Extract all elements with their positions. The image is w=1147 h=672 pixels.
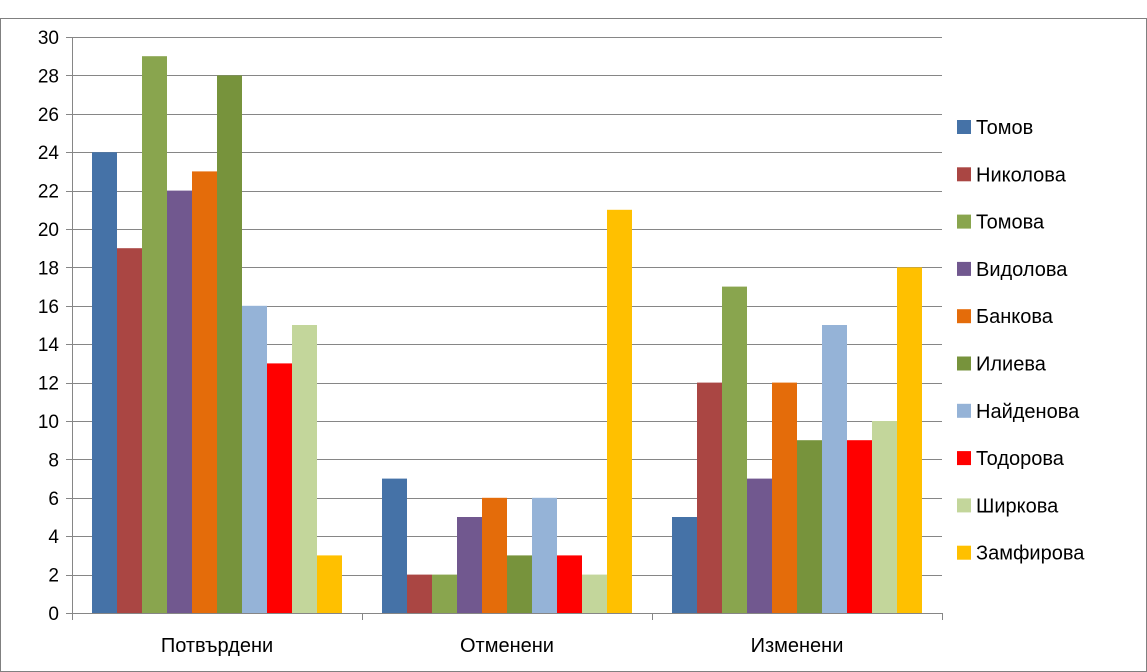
legend-label: Тодорова [976,448,1065,470]
y-tick-label: 12 [38,374,59,395]
legend-item: Тодорова [957,448,1065,470]
legend-label: Томов [976,117,1033,139]
axes [66,37,943,620]
bar [607,209,632,614]
legend-item: Банкова [957,306,1054,328]
bar [407,574,432,613]
bar [847,440,872,613]
y-tick-label: 14 [38,335,60,356]
legend-swatch [957,261,971,276]
bar [382,478,407,613]
legend-label: Ширкова [976,495,1059,517]
legend-swatch [957,403,971,418]
x-tick-label: Потвърдени [161,635,273,657]
legend-swatch [957,214,971,229]
y-tick-label: 4 [48,527,59,548]
bar [722,286,747,613]
y-tick-label: 30 [38,28,59,49]
bar [167,190,192,613]
bar [797,440,822,613]
bar [432,574,457,613]
bar [557,555,582,613]
bar [507,555,532,613]
legend-swatch [957,498,971,513]
legend-label: Банкова [976,306,1054,328]
bar [92,152,117,613]
x-axis-tick-labels: Потвърдени Отменени Изменени [161,635,844,657]
bar [217,75,242,613]
bar [242,305,267,613]
bar [142,56,167,613]
y-tick-label: 20 [38,220,59,241]
legend-swatch [957,167,971,182]
bar [482,497,507,613]
bar [582,574,607,613]
bar [292,325,317,613]
legend-swatch [957,451,971,466]
y-tick-label: 22 [38,182,59,203]
legend-item: Томов [957,117,1033,139]
legend-label: Томова [976,212,1045,234]
y-tick-label: 18 [38,258,59,279]
legend-label: Замфирова [976,543,1085,565]
legend-item: Видолова [957,259,1068,281]
legend-item: Найденова [957,401,1080,423]
bar [192,171,217,613]
legend-item: Илиева [957,354,1047,376]
legend-label: Видолова [976,259,1068,281]
bar [697,382,722,613]
bar [822,325,847,613]
bars [92,56,922,614]
legend-swatch [957,120,971,134]
bar [872,421,897,613]
y-tick-label: 24 [38,143,60,164]
legend-item: Замфирова [957,543,1085,565]
y-tick-label: 6 [48,489,59,510]
legend: Томов Николова Томова Видолова Банкова Илиева… [957,117,1085,565]
y-tick-label: 16 [38,297,59,318]
y-tick-label: 26 [38,105,59,126]
legend-swatch [957,545,971,560]
bar [317,555,342,613]
legend-label: Илиева [976,354,1047,376]
bar [747,478,772,613]
legend-label: Николова [976,164,1067,186]
bar [267,363,292,613]
y-tick-label: 8 [48,450,59,471]
y-tick-label: 2 [48,566,59,587]
legend-item: Николова [957,164,1067,186]
x-tick-label: Изменени [751,635,844,657]
bar [532,497,557,613]
bar [897,267,922,613]
legend-item: Ширкова [957,495,1059,517]
y-tick-label: 28 [38,66,59,87]
legend-swatch [957,356,971,371]
y-tick-label: 0 [48,604,59,625]
legend-swatch [957,309,971,324]
legend-item: Томова [957,212,1045,234]
y-tick-label: 10 [38,412,59,433]
bar [117,248,142,613]
bar [457,517,482,613]
bar [672,517,697,613]
x-tick-label: Отменени [460,635,554,657]
legend-label: Найденова [976,401,1080,423]
bar [772,382,797,613]
